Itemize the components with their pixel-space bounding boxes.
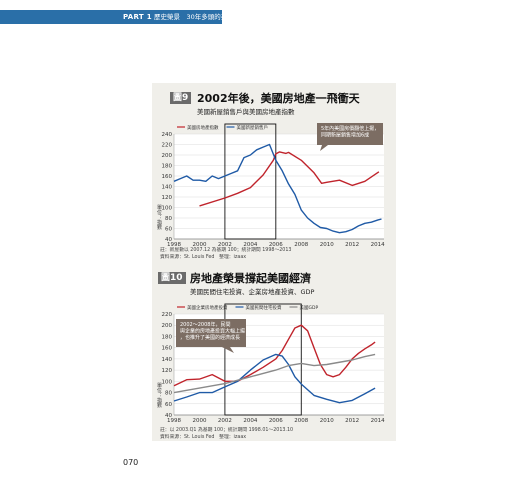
series-line-1 (199, 151, 380, 207)
figure-10-subtitle: 美國民間住宅投資、企業房地產投資、GDP (190, 288, 315, 296)
x-tick-label: 2002 (218, 242, 232, 248)
legend-label-2: 美國民間住宅投資 (246, 304, 282, 311)
figure-9-badge: 圖9 (170, 92, 192, 104)
y-tick-label: 100 (162, 206, 173, 212)
y-tick-label: 40 (165, 237, 172, 243)
legend-label-1: 美國房地產指數 (187, 124, 219, 131)
header-bar (0, 10, 222, 24)
chart-1: 40 60 80 100 120 140 160 180 200 220 240 1998 2000 20… (156, 123, 385, 248)
annotation-text-line: 與企業的房地產投資大幅上揚 (180, 328, 245, 335)
y-tick-label: 220 (162, 312, 173, 318)
y-axis-label: 單位：指數 (156, 205, 162, 231)
y-tick-label: 200 (162, 153, 173, 159)
series-line-1 (173, 324, 376, 387)
annotation-text-line: ，也推升了美國的經濟成長 (180, 334, 240, 341)
annotation-box (317, 123, 383, 145)
y-tick-label: 140 (162, 357, 173, 363)
y-tick-label: 180 (162, 164, 173, 170)
annotation-text-line: 同期新屋銷售增加6成 (321, 132, 369, 139)
series-line-2 (173, 353, 376, 404)
annotation-text-line: 2002～2008年，民間 (180, 321, 230, 328)
y-tick-label: 100 (162, 379, 173, 385)
x-tick-label: 2000 (192, 418, 206, 424)
figure-10-source: 資料來源：St. Louis Fed 整理：izaax (160, 435, 247, 440)
legend-label-1: 美國企業房地產投資 (187, 304, 228, 311)
x-tick-label: 2012 (345, 418, 359, 424)
chapter-title: 歷史榮景 30年多頭的亮麗軌跡 (154, 13, 247, 21)
y-tick-label: 160 (162, 346, 173, 352)
annotation-pointer (222, 347, 234, 353)
figure-9-subtitle: 美國新屋銷售戶與美國房地產指數 (197, 108, 295, 116)
x-tick-label: 2004 (243, 242, 257, 248)
x-tick-label: 2000 (192, 242, 206, 248)
y-tick-label: 160 (162, 174, 173, 180)
x-tick-label: 2004 (243, 418, 257, 424)
x-tick-label: 2010 (320, 242, 334, 248)
x-tick-label: 2010 (320, 418, 334, 424)
x-tick-label: 1998 (167, 242, 181, 248)
part-label: PART 1 (123, 13, 152, 21)
annotation-pointer (320, 145, 328, 151)
legend-label-3: 美國GDP (300, 304, 319, 311)
chart-2: 40 60 80 100 120 140 160 180 200 220 1998 2000 2002 2… (156, 303, 385, 424)
y-tick-label: 80 (165, 216, 172, 222)
figure-9-source: 資料來源：St. Louis Fed 整理：izaax (160, 255, 247, 260)
x-tick-label: 2008 (294, 242, 308, 248)
y-tick-label: 180 (162, 334, 173, 340)
page-number: 070 (123, 458, 139, 467)
figure-10-title: 房地產榮景撐起美國經濟 (190, 272, 311, 285)
y-tick-label: 200 (162, 323, 173, 329)
highlight-box (224, 303, 302, 416)
figure-9-title: 2002年後，美國房地產一飛衝天 (197, 92, 360, 105)
highlight-box (224, 123, 277, 240)
series-line-2 (173, 143, 382, 234)
y-tick-label: 140 (162, 185, 173, 191)
figure-10-badge: 圖10 (158, 272, 186, 284)
y-tick-label: 220 (162, 143, 173, 149)
x-tick-label: 2006 (269, 242, 283, 248)
x-tick-label: 2006 (269, 418, 283, 424)
y-tick-label: 80 (165, 391, 172, 397)
x-tick-label: 2008 (294, 418, 308, 424)
y-tick-label: 120 (162, 368, 173, 374)
y-tick-label: 40 (165, 413, 172, 419)
y-tick-label: 60 (165, 227, 172, 233)
x-tick-label: 2002 (218, 418, 232, 424)
x-tick-label: 2014 (371, 242, 385, 248)
x-tick-label: 1998 (167, 418, 181, 424)
y-axis-label: 單位：指數 (156, 383, 162, 409)
annotation-box (176, 319, 246, 347)
x-tick-label: 2014 (371, 418, 385, 424)
annotation-text-line: 5年內美國房價翻倍上揚， (321, 125, 379, 132)
figure-9-note: 註：新屋數以 2007.12 為基期 100；統計期間 1998～2013 (160, 248, 292, 253)
x-tick-label: 2012 (345, 242, 359, 248)
y-tick-label: 240 (162, 132, 173, 138)
y-tick-label: 120 (162, 195, 173, 201)
figure-10-note: 註：以 2003.Q1 為基期 100；統計期間 1998.01～2013.10 (160, 428, 294, 433)
series-line-3 (173, 353, 376, 394)
legend-label-2: 美國新屋銷售戶 (237, 124, 269, 131)
y-tick-label: 60 (165, 402, 172, 408)
